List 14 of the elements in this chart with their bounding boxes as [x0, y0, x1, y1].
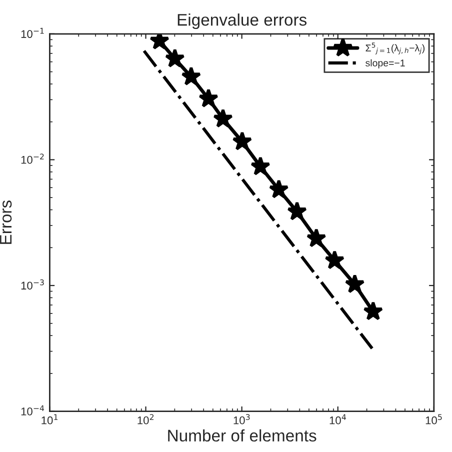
- chart-title: Eigenvalue errors: [178, 13, 307, 30]
- x-tick-label: 10$^{5}$: [426, 414, 442, 424]
- x-tick-label: 10$^{2}$: [138, 414, 154, 424]
- x-tick-label: 10$^{4}$: [330, 414, 346, 424]
- y-axis-title: Errors: [0, 200, 12, 244]
- legend-label: Σ$^{5}$$_{j=1}$(λ$_{j,h}$−λ$_{j}$): [366, 42, 424, 54]
- x-axis-title: Number of elements: [168, 429, 316, 442]
- y-tick-label: 10$^{−3}$: [21, 279, 44, 290]
- y-tick-label: 10$^{−1}$: [21, 28, 44, 38]
- y-tick-label: 10$^{−2}$: [21, 154, 44, 164]
- legend-label: slope=−1: [366, 59, 405, 68]
- y-tick-label: 10$^{−4}$: [21, 405, 44, 416]
- x-tick-label: 10$^{3}$: [234, 414, 250, 424]
- x-tick-label: 10$^{1}$: [42, 414, 58, 424]
